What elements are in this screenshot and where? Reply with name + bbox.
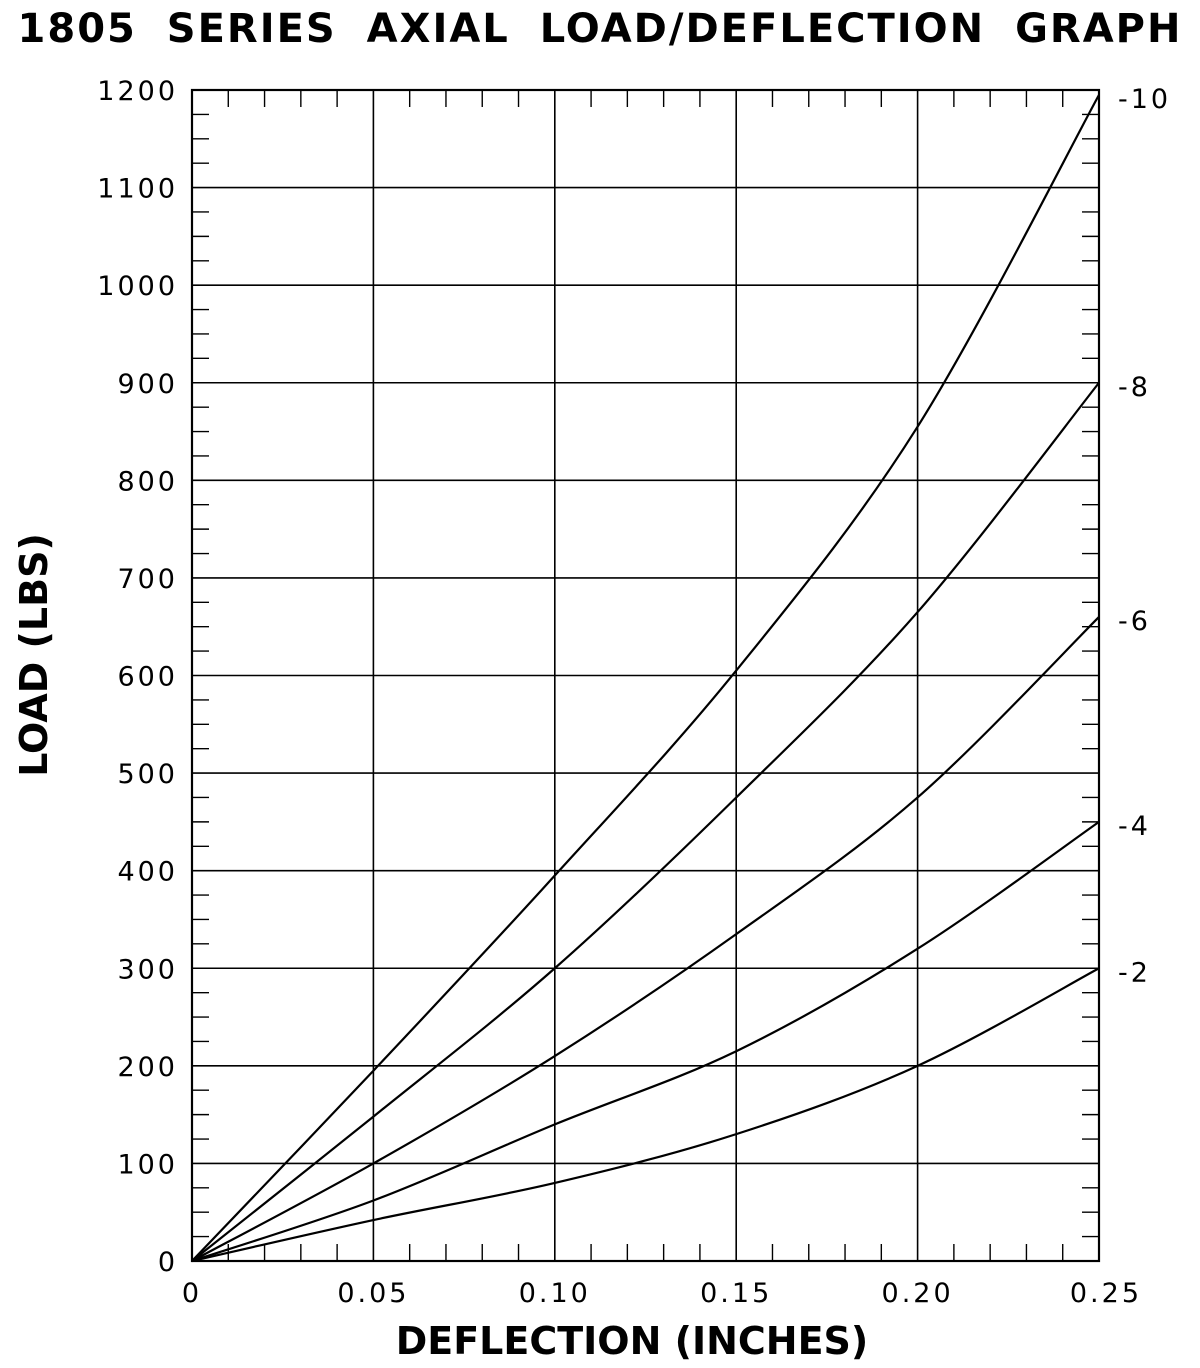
series-label: -4 (1118, 811, 1151, 842)
series-curve (191, 94, 1100, 1262)
y-tick-label: 500 (117, 759, 178, 790)
y-tick-label: 1200 (97, 76, 178, 107)
x-tick-label: 0.05 (337, 1278, 409, 1309)
plot-frame (190, 88, 1101, 1263)
y-tick-label: 0 (158, 1247, 178, 1278)
label-layer: -10 -8 -6 -4 -2 0 100 200 300 400 500 600 700 800 900 1… (97, 76, 1171, 1309)
chart-title: 1805 SERIES AXIAL LOAD/DEFLECTION GRAPH (17, 6, 1183, 52)
series-layer (191, 94, 1100, 1263)
x-tick-label: 0.10 (519, 1278, 591, 1309)
y-tick-label: 800 (117, 466, 178, 497)
x-axis-title: DEFLECTION (INCHES) (396, 1319, 869, 1363)
x-tick-label: 0.15 (700, 1278, 772, 1309)
series-label: -2 (1118, 957, 1151, 988)
frame-layer (190, 88, 1101, 1263)
y-tick-label: 700 (117, 564, 178, 595)
series-curve (191, 382, 1100, 1262)
grid-layer (192, 90, 1099, 1261)
y-tick-label: 1100 (97, 174, 178, 205)
series-curve (191, 820, 1100, 1263)
y-tick-label: 600 (117, 662, 178, 693)
y-tick-label: 900 (117, 369, 178, 400)
series-label: -8 (1118, 372, 1151, 403)
x-tick-label: 0.25 (1070, 1278, 1142, 1309)
y-tick-label: 400 (117, 857, 178, 888)
x-tick-label: 0.20 (882, 1278, 954, 1309)
series-curve (191, 616, 1100, 1262)
series-label: -10 (1118, 84, 1171, 115)
series-label: -6 (1118, 606, 1151, 637)
series-curve (191, 967, 1100, 1263)
y-tick-label: 300 (117, 954, 178, 985)
x-tick-label: 0 (182, 1278, 202, 1309)
y-tick-label: 200 (117, 1052, 178, 1083)
y-axis-title: LOAD (LBS) (12, 533, 56, 777)
y-tick-label: 100 (117, 1149, 178, 1180)
y-tick-label: 1000 (97, 271, 178, 302)
